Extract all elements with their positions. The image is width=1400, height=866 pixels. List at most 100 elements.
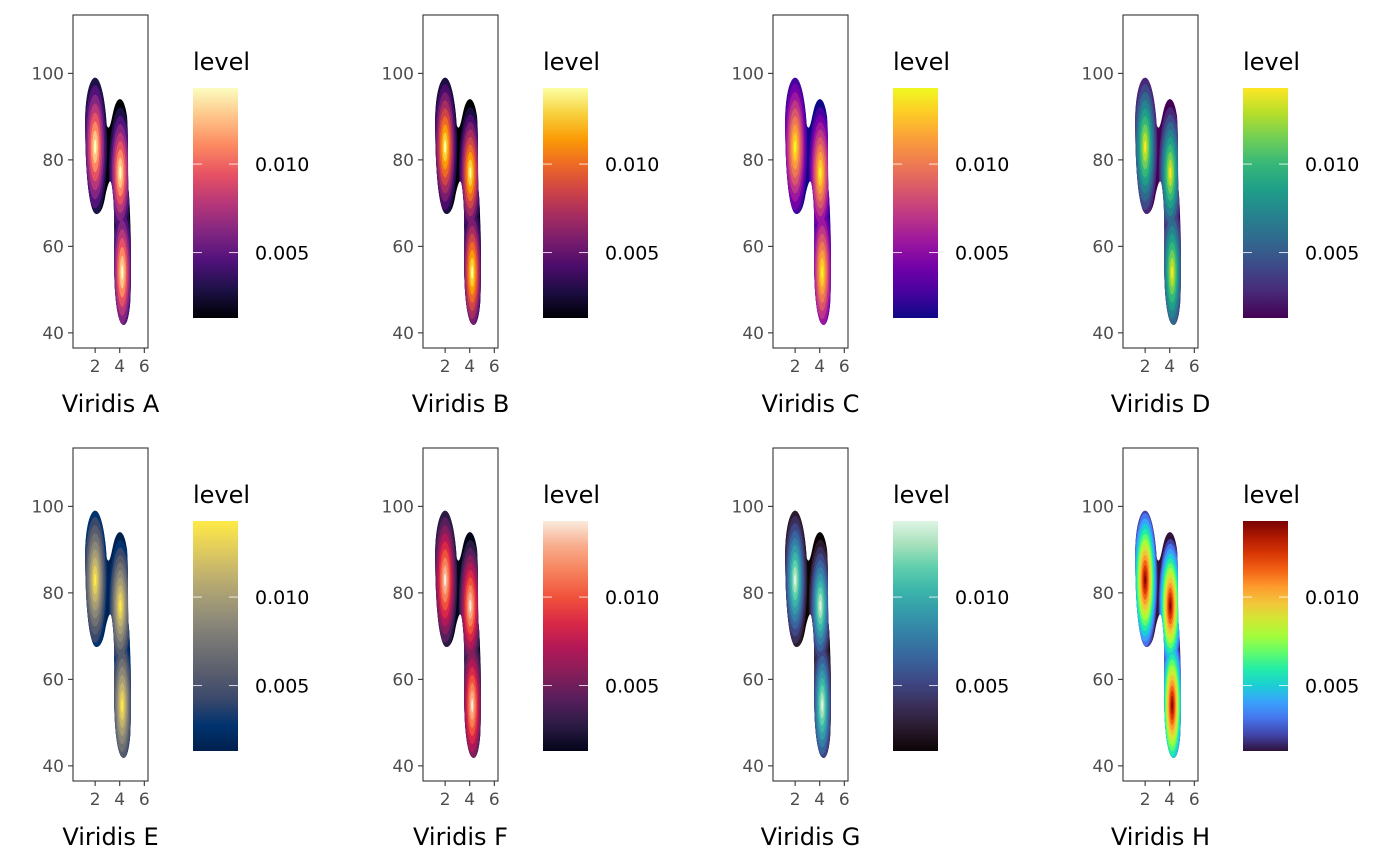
panel-border bbox=[1122, 14, 1199, 349]
x-tick-label: 6 bbox=[1189, 790, 1200, 810]
x-tick-label: 4 bbox=[464, 357, 475, 377]
panel-border bbox=[422, 447, 499, 782]
panel-2: 40 60 80 100 2 4 6 Viridis B level 0.005 0.010 bbox=[382, 14, 659, 418]
x-axis-label: Viridis B bbox=[412, 390, 510, 418]
x-axis-label: Viridis D bbox=[1111, 390, 1211, 418]
density-contour-3-level-9 bbox=[821, 265, 824, 279]
legend-colorbar bbox=[1243, 521, 1288, 751]
legend-label: 0.010 bbox=[255, 154, 309, 176]
legend-label: 0.010 bbox=[1305, 587, 1359, 609]
legend-title: level bbox=[543, 481, 600, 509]
y-tick-label: 40 bbox=[392, 757, 414, 777]
legend-colorbar bbox=[193, 88, 238, 318]
panel-border bbox=[422, 14, 499, 349]
panel-border bbox=[772, 14, 849, 349]
y-tick-label: 100 bbox=[382, 64, 414, 84]
x-tick-label: 2 bbox=[1140, 357, 1151, 377]
panel-border bbox=[772, 447, 849, 782]
y-tick-label: 100 bbox=[1082, 497, 1114, 517]
density-contour-2-level-9 bbox=[469, 599, 472, 612]
y-tick-label: 80 bbox=[742, 151, 764, 171]
density-bands bbox=[85, 510, 131, 758]
legend-title: level bbox=[1243, 481, 1300, 509]
y-tick-label: 60 bbox=[742, 237, 764, 257]
panel-8: 40 60 80 100 2 4 6 Viridis H level 0.005 0.010 bbox=[1082, 447, 1359, 851]
density-contour-3-level-9 bbox=[471, 265, 474, 279]
y-tick-label: 60 bbox=[42, 237, 64, 257]
y-tick-label: 40 bbox=[1092, 324, 1114, 344]
y-tick-label: 60 bbox=[392, 670, 414, 690]
density-contour-1-level-9 bbox=[444, 573, 447, 587]
density-bands bbox=[85, 77, 131, 325]
panel-1: 40 60 80 100 2 4 6 Viridis A level 0.005 0.010 bbox=[32, 14, 309, 418]
y-tick-label: 60 bbox=[1092, 237, 1114, 257]
y-tick-label: 80 bbox=[1092, 584, 1114, 604]
x-axis-label: Viridis C bbox=[762, 390, 860, 418]
y-tick-label: 40 bbox=[42, 324, 64, 344]
density-bands bbox=[785, 510, 831, 758]
panel-4: 40 60 80 100 2 4 6 Viridis D level 0.005 0.010 bbox=[1082, 14, 1359, 418]
density-contour-1-level-14 bbox=[1144, 575, 1146, 585]
density-contour-1-level-8 bbox=[93, 139, 97, 155]
legend-title: level bbox=[193, 481, 250, 509]
legend-colorbar bbox=[543, 88, 588, 318]
density-bands bbox=[435, 77, 481, 325]
density-contour-3-level-9 bbox=[471, 698, 474, 712]
y-tick-label: 80 bbox=[742, 584, 764, 604]
x-axis-label: Viridis G bbox=[761, 823, 861, 851]
x-axis-label: Viridis H bbox=[1111, 823, 1210, 851]
x-tick-label: 4 bbox=[1164, 790, 1175, 810]
density-bands bbox=[1135, 77, 1181, 325]
y-tick-label: 100 bbox=[1082, 64, 1114, 84]
legend-label: 0.010 bbox=[1305, 154, 1359, 176]
legend-label: 0.010 bbox=[955, 154, 1009, 176]
density-contour-2-level-10 bbox=[819, 600, 822, 612]
density-contour-2-level-9 bbox=[119, 599, 122, 612]
panel-7: 40 60 80 100 2 4 6 Viridis G level 0.005 0.010 bbox=[732, 447, 1009, 851]
panel-border bbox=[72, 14, 149, 349]
legend-label: 0.010 bbox=[255, 587, 309, 609]
y-tick-label: 60 bbox=[1092, 670, 1114, 690]
x-tick-label: 2 bbox=[90, 790, 101, 810]
y-tick-label: 100 bbox=[32, 64, 64, 84]
density-bands bbox=[785, 77, 831, 325]
x-tick-label: 6 bbox=[839, 357, 850, 377]
y-tick-label: 80 bbox=[392, 151, 414, 171]
x-tick-label: 6 bbox=[139, 357, 150, 377]
legend-label: 0.005 bbox=[605, 243, 659, 265]
x-tick-label: 2 bbox=[440, 357, 451, 377]
legend-label: 0.005 bbox=[955, 676, 1009, 698]
legend-title: level bbox=[893, 481, 950, 509]
y-tick-label: 40 bbox=[392, 324, 414, 344]
y-tick-label: 80 bbox=[42, 151, 64, 171]
y-tick-label: 40 bbox=[742, 757, 764, 777]
y-tick-label: 40 bbox=[742, 324, 764, 344]
density-contour-2-level-8 bbox=[119, 166, 122, 180]
y-tick-label: 100 bbox=[732, 497, 764, 517]
x-tick-label: 4 bbox=[814, 357, 825, 377]
panel-3: 40 60 80 100 2 4 6 Viridis C level 0.005 0.010 bbox=[732, 14, 1009, 418]
density-contour-3-level-8 bbox=[121, 265, 124, 280]
density-contour-3-level-9 bbox=[1171, 265, 1174, 279]
legend-label: 0.005 bbox=[255, 676, 309, 698]
x-tick-label: 2 bbox=[790, 357, 801, 377]
legend-title: level bbox=[543, 48, 600, 76]
y-tick-label: 60 bbox=[42, 670, 64, 690]
density-contour-3-level-9 bbox=[121, 698, 124, 712]
density-contour-1-level-9 bbox=[1144, 140, 1147, 154]
x-tick-label: 2 bbox=[790, 790, 801, 810]
panel-5: 40 60 80 100 2 4 6 Viridis E level 0.005 0.010 bbox=[32, 447, 309, 851]
x-tick-label: 4 bbox=[114, 357, 125, 377]
x-tick-label: 2 bbox=[1140, 790, 1151, 810]
y-tick-label: 100 bbox=[382, 497, 414, 517]
density-contour-3-level-10 bbox=[821, 699, 824, 712]
legend-title: level bbox=[193, 48, 250, 76]
density-bands bbox=[1135, 510, 1181, 758]
x-tick-label: 2 bbox=[440, 790, 451, 810]
panel-border bbox=[1122, 447, 1199, 782]
x-tick-label: 4 bbox=[114, 790, 125, 810]
x-tick-label: 4 bbox=[814, 790, 825, 810]
legend-colorbar bbox=[543, 521, 588, 751]
legend-colorbar bbox=[1243, 88, 1288, 318]
